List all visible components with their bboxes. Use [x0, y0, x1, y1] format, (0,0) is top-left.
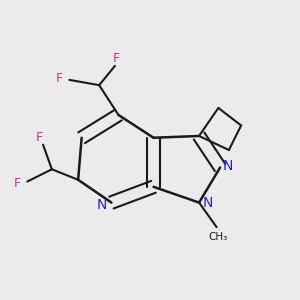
Text: N: N — [223, 159, 233, 173]
Text: N: N — [202, 196, 213, 210]
Text: F: F — [36, 130, 43, 143]
Text: F: F — [113, 52, 120, 65]
Text: F: F — [56, 72, 63, 85]
Text: N: N — [96, 198, 107, 212]
Text: CH₃: CH₃ — [209, 232, 228, 242]
Text: F: F — [14, 177, 21, 190]
